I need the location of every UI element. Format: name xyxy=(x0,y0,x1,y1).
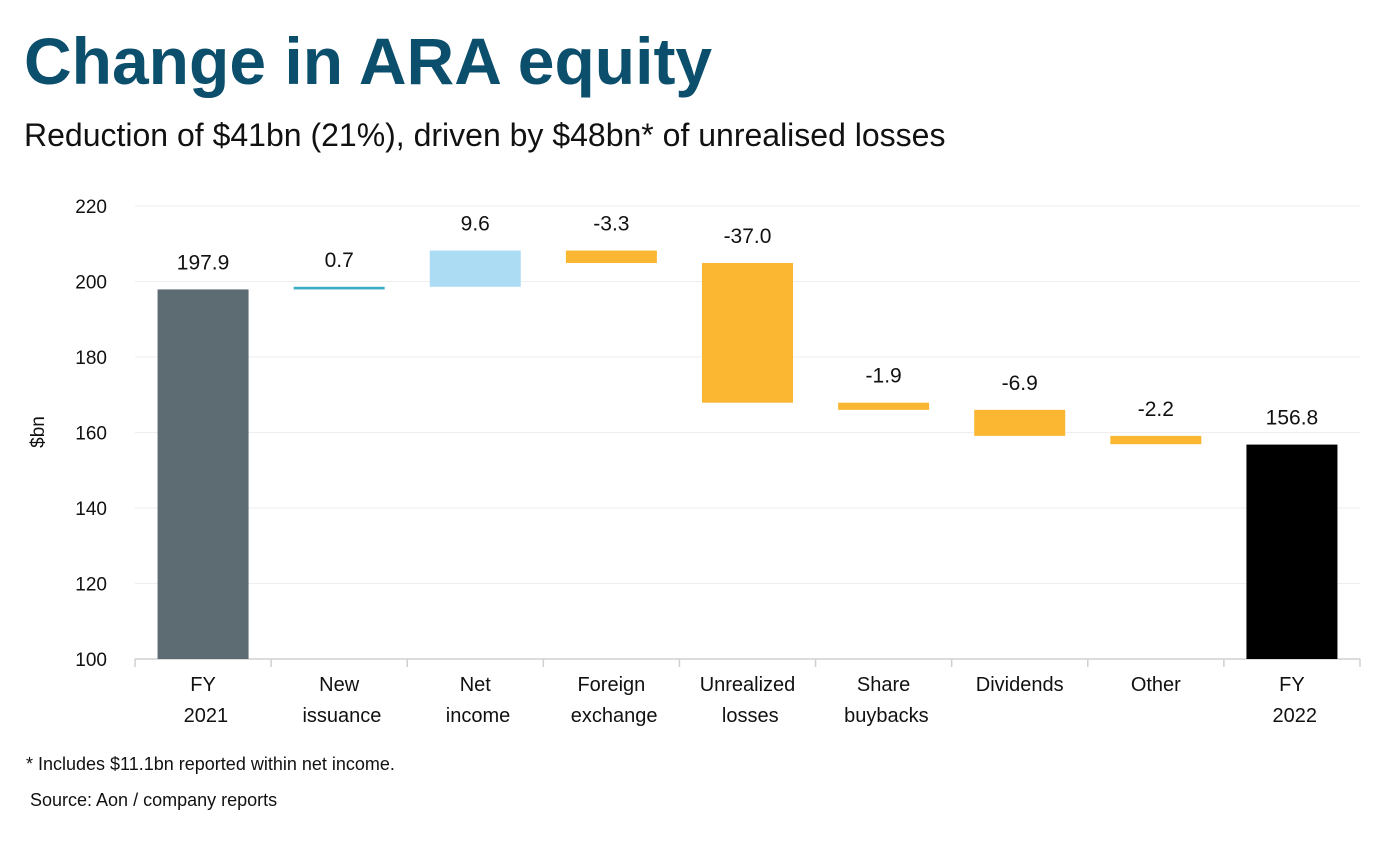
value-label: -3.3 xyxy=(593,213,629,236)
x-tick-label: Net income xyxy=(440,674,510,727)
x-tick-label: Foreign exchange xyxy=(565,674,657,727)
source: Source: Aon / company reports xyxy=(30,790,277,810)
y-tick-label: 200 xyxy=(75,273,107,294)
bar xyxy=(1246,444,1338,659)
value-label: 197.9 xyxy=(177,251,230,274)
bar xyxy=(293,286,385,290)
value-label: 9.6 xyxy=(461,213,490,236)
y-tick-label: 220 xyxy=(75,197,107,218)
bar xyxy=(838,402,930,410)
y-tick-label: 140 xyxy=(75,499,107,520)
value-label: -1.9 xyxy=(866,365,902,388)
x-tick-label: New issuance xyxy=(297,674,382,727)
bar xyxy=(157,289,249,659)
bar xyxy=(702,263,793,403)
x-tick-label: Share buybacks xyxy=(839,674,929,727)
y-tick-label: 180 xyxy=(75,348,107,369)
x-tick-label: Other xyxy=(1131,674,1181,696)
value-label: 156.8 xyxy=(1266,407,1319,430)
y-tick-label: 100 xyxy=(75,650,107,671)
y-axis-label: $bn xyxy=(28,416,49,448)
value-label: -37.0 xyxy=(724,225,772,248)
x-tick-label: Unrealized losses xyxy=(700,674,796,727)
value-label: 0.7 xyxy=(325,249,354,272)
x-tick-label: FY 2022 xyxy=(1267,674,1317,727)
bar xyxy=(565,250,657,264)
chart-title: Change in ARA equity xyxy=(24,24,712,98)
bar xyxy=(1110,435,1202,445)
x-tick-label: FY 2021 xyxy=(178,674,228,727)
y-tick-label: 120 xyxy=(75,575,107,596)
chart-subtitle: Reduction of $41bn (21%), driven by $48b… xyxy=(24,117,945,153)
bar xyxy=(974,409,1066,436)
x-tick-label: Dividends xyxy=(976,674,1064,696)
bar xyxy=(429,250,521,287)
value-label: -6.9 xyxy=(1002,372,1038,395)
value-label: -2.2 xyxy=(1138,398,1174,421)
footnote: * Includes $11.1bn reported within net i… xyxy=(26,754,395,774)
y-tick-label: 160 xyxy=(75,424,107,445)
